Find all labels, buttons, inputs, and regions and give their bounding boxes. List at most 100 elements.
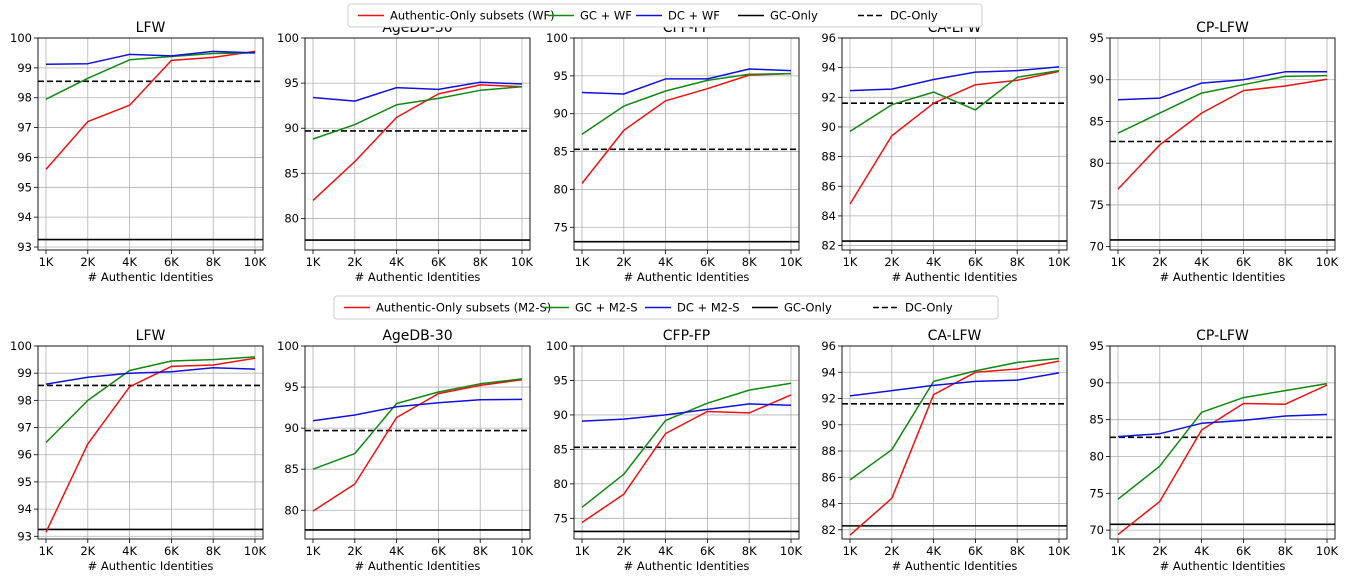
x-tick-label: 4K [122, 544, 137, 558]
x-tick-label: 8K [1010, 255, 1025, 269]
dc-series [312, 398, 523, 422]
x-tick-label: 2K [884, 544, 899, 558]
plot-frame [37, 37, 264, 251]
plot-frame [841, 37, 1068, 251]
chart-panel-8: 1K 2K 4K 6K 8K 10K 75 80 85 90 95 100 CFP-FP # Authen… [546, 328, 802, 573]
y-tick-label: 98 [17, 393, 32, 407]
x-tick-label: 10K [511, 544, 534, 558]
y-tick-label: 75 [553, 511, 568, 525]
x-tick-label: 6K [700, 255, 715, 269]
x-tick-label: 8K [1278, 255, 1293, 269]
y-tick-label: 85 [553, 145, 568, 159]
y-tick-label: 96 [821, 31, 836, 45]
x-tick-label: 2K [347, 544, 362, 558]
plot-frame [573, 345, 800, 540]
y-tick-label: 90 [553, 408, 568, 422]
y-tick-label: 70 [1089, 240, 1104, 254]
x-axis-label: # Authentic Identities [1160, 270, 1286, 284]
chart-title: CP-LFW [1196, 20, 1249, 36]
dc-series [1117, 71, 1327, 101]
authentic-only-series [1117, 78, 1328, 190]
chart-panel-5: 1K 2K 4K 6K 8K 10K 70 75 80 85 90 95 CP-LFW # Authent… [1089, 20, 1338, 284]
x-tick-label: 4K [1194, 255, 1209, 269]
x-tick-label: 8K [1010, 544, 1025, 558]
x-tick-label: 4K [1194, 544, 1209, 558]
x-tick-label: 6K [431, 255, 446, 269]
legend-label: Authentic-Only subsets (M2-S) [376, 301, 551, 315]
y-tick-label: 93 [17, 529, 32, 543]
y-tick-label: 84 [821, 209, 836, 223]
gc-series [312, 85, 523, 140]
legend-label: DC-Only [890, 9, 938, 23]
y-tick-label: 94 [821, 61, 836, 75]
y-tick-label: 82 [821, 523, 836, 537]
x-tick-label: 8K [742, 255, 757, 269]
y-tick-label: 82 [821, 239, 836, 253]
plot-frame [841, 345, 1068, 540]
y-tick-label: 80 [553, 477, 568, 491]
y-tick-label: 86 [821, 179, 836, 193]
x-tick-label: 2K [80, 255, 95, 269]
y-tick-label: 85 [284, 166, 299, 180]
y-tick-label: 90 [553, 107, 568, 121]
y-tick-label: 95 [553, 69, 568, 83]
legend-label: DC + M2-S [677, 301, 740, 315]
y-tick-label: 85 [1089, 413, 1104, 427]
chart-title: CFP-FP [663, 328, 711, 344]
x-tick-label: 6K [164, 255, 179, 269]
x-tick-label: 1K [306, 255, 321, 269]
gc-series [1117, 382, 1328, 500]
plot-frame [1109, 37, 1336, 251]
legend-label: DC-Only [905, 301, 953, 315]
x-tick-label: 2K [347, 255, 362, 269]
x-tick-label: 6K [164, 544, 179, 558]
y-tick-label: 80 [284, 211, 299, 225]
x-tick-label: 4K [926, 255, 941, 269]
authentic-only-series [849, 70, 1060, 205]
x-tick-label: 4K [658, 255, 673, 269]
x-tick-label: 10K [1048, 544, 1071, 558]
y-tick-label: 100 [546, 339, 568, 353]
y-tick-label: 95 [284, 380, 299, 394]
y-tick-label: 99 [17, 366, 32, 380]
y-tick-label: 70 [1089, 523, 1104, 537]
y-tick-label: 90 [1089, 73, 1104, 87]
y-tick-label: 95 [1089, 31, 1104, 45]
authentic-only-series [312, 84, 523, 201]
dc-series [581, 403, 792, 422]
gc-series [45, 52, 256, 100]
gc-series [581, 72, 792, 135]
plot-frame [37, 345, 264, 540]
x-tick-label: 1K [1111, 255, 1126, 269]
y-tick-label: 84 [821, 497, 836, 511]
legend-label: GC-Only [784, 301, 832, 315]
x-tick-label: 2K [1152, 255, 1167, 269]
y-tick-label: 92 [821, 392, 836, 406]
x-tick-label: 6K [968, 255, 983, 269]
y-tick-label: 85 [553, 442, 568, 456]
x-axis-label: # Authentic Identities [88, 559, 214, 573]
x-tick-label: 4K [122, 255, 137, 269]
plot-frame [304, 37, 531, 251]
authentic-only-series [45, 50, 256, 170]
legend-label: Authentic-Only subsets (WF) [390, 9, 555, 23]
gc-series [849, 357, 1060, 481]
x-tick-label: 1K [39, 544, 54, 558]
y-tick-label: 80 [1089, 449, 1104, 463]
y-tick-label: 92 [821, 90, 836, 104]
x-tick-label: 6K [968, 544, 983, 558]
y-tick-label: 90 [1089, 376, 1104, 390]
y-tick-label: 85 [1089, 114, 1104, 128]
y-tick-label: 94 [17, 502, 32, 516]
x-tick-label: 8K [473, 255, 488, 269]
x-tick-label: 10K [244, 544, 267, 558]
y-tick-label: 95 [17, 475, 32, 489]
dc-series [45, 366, 256, 385]
y-tick-label: 80 [1089, 156, 1104, 170]
legend-frame [347, 3, 983, 28]
y-tick-label: 85 [284, 462, 299, 476]
authentic-only-series [581, 394, 792, 524]
x-tick-label: 8K [1278, 544, 1293, 558]
chart-title: CP-LFW [1196, 328, 1249, 344]
